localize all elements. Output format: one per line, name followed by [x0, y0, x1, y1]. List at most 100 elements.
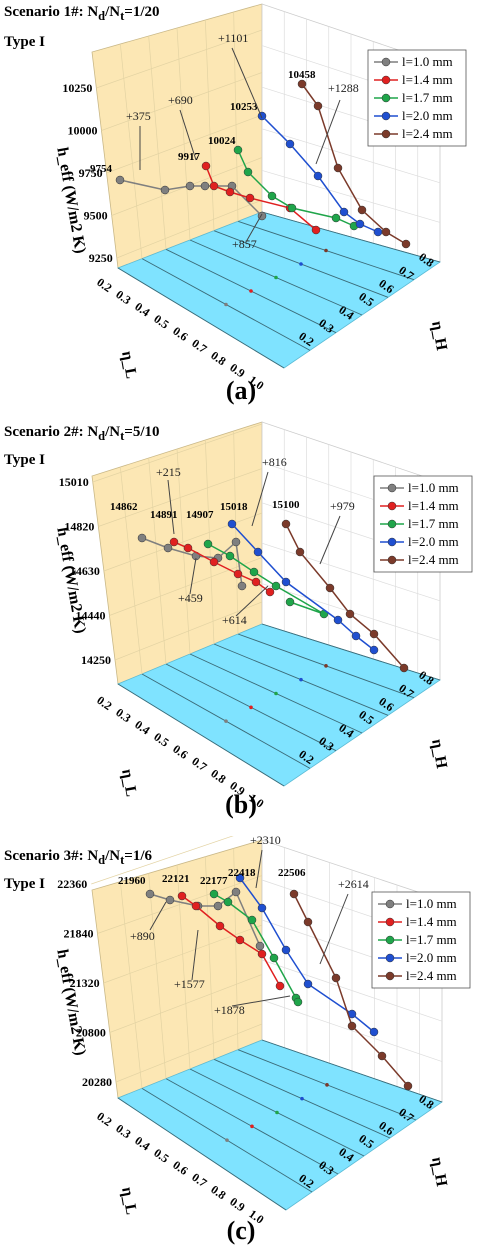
- floor-projection-dot: [324, 248, 328, 253]
- series-point: [243, 167, 253, 177]
- chart-panel-a: 9250 9500 9750 10000 10250 0.2 0.3 0.4 0.5 0.6 0.7…: [0, 0, 482, 415]
- increment-label: +979: [330, 499, 355, 513]
- series-point: [203, 539, 213, 549]
- wall-grid-line: [148, 457, 167, 665]
- series-point: [381, 227, 391, 237]
- series-point: [403, 1081, 413, 1091]
- side-grid-line: [261, 999, 443, 1062]
- series-point: [137, 533, 147, 543]
- legend-marker: [385, 899, 395, 909]
- series-point: [235, 873, 245, 883]
- floor-projection-dot: [300, 1096, 304, 1101]
- series-point: [347, 1021, 357, 1031]
- x-tick-label: 0.3: [113, 705, 133, 725]
- increment-leader-line: [245, 213, 263, 243]
- y-tick-label: 14630: [70, 564, 100, 578]
- wall-grid-line: [91, 836, 234, 885]
- max-value-label: 21960: [118, 875, 146, 887]
- increment-leader-line: [319, 515, 341, 565]
- legend-marker: [381, 75, 391, 85]
- x-tick-label: 0.4: [132, 299, 152, 319]
- legend-marker: [381, 129, 391, 139]
- wall-grid-line: [233, 11, 239, 222]
- max-value-label: 14891: [150, 509, 178, 521]
- series-point: [401, 239, 411, 249]
- panel-a-type: Type I: [4, 34, 45, 50]
- chart-svg-b: 14250 14440 14630 14820 15010 0.20.30.40.50.6…: [59, 421, 473, 811]
- increment-leader-line: [235, 585, 269, 617]
- series-point: [163, 543, 173, 553]
- y-tick-label: 22360: [57, 877, 87, 891]
- panel-c-type: Type I: [4, 876, 45, 892]
- increment-label: +1577: [174, 977, 205, 991]
- series-point: [333, 163, 343, 173]
- x-tick-label: 0.2: [94, 275, 114, 295]
- series-point: [255, 941, 265, 951]
- x-tick-label: 0.6: [170, 742, 190, 762]
- panel-a-title: Scenario 1#: Nd/Nt=1/20: [4, 4, 160, 23]
- increment-leader-line: [319, 893, 349, 965]
- series-point: [253, 547, 263, 557]
- series-line-5: [285, 523, 405, 669]
- max-value-label: 9917: [178, 151, 201, 163]
- floor-projection-dot: [249, 289, 253, 293]
- panel-b-title: Scenario 2#: Nd/Nt=5/10: [4, 424, 160, 443]
- x-tick-label: 0.5: [151, 730, 171, 750]
- series-point: [225, 187, 235, 197]
- max-value-label: 22177: [200, 875, 228, 887]
- increment-leader-line: [315, 99, 341, 165]
- series-point: [281, 945, 291, 955]
- increment-label: +459: [178, 591, 203, 605]
- increment-label: +2614: [338, 877, 369, 891]
- legend-label: l=2.4 mm: [408, 552, 459, 567]
- legend-label: l=1.7 mm: [406, 932, 457, 947]
- side-grid-line: [261, 542, 441, 602]
- floor-projection-dot: [299, 677, 303, 682]
- x-tick-label: 0.6: [170, 1158, 190, 1178]
- y-tick-label: 21320: [70, 976, 100, 990]
- legend-marker: [387, 501, 397, 511]
- legend-label: l=2.0 mm: [408, 534, 459, 549]
- series-point: [289, 889, 299, 899]
- panel-b-type: Type I: [4, 452, 45, 468]
- wall-grid-line: [176, 27, 191, 241]
- wall-grid-line: [119, 43, 143, 259]
- x-tick-label: 0.4: [132, 1133, 152, 1153]
- floor-projection-dot: [275, 1110, 279, 1115]
- series-point: [269, 953, 279, 963]
- legend-label: l=2.4 mm: [406, 968, 457, 983]
- max-value-label: 10458: [288, 69, 316, 81]
- increment-label: +215: [156, 465, 181, 479]
- increment-leader-line: [167, 479, 175, 535]
- wall-grid-line: [204, 856, 215, 1060]
- x-tick-label: 0.5: [151, 312, 171, 332]
- series-point: [160, 185, 170, 195]
- floor-projection-dot: [225, 1138, 229, 1142]
- series-point: [281, 577, 291, 587]
- series-line-5: [293, 893, 409, 1087]
- legend-label: l=1.4 mm: [402, 72, 453, 87]
- x-tick-label: 0.7: [189, 754, 209, 774]
- legend-label: l=2.0 mm: [402, 108, 453, 123]
- series-point: [247, 915, 257, 925]
- increment-label: +1878: [214, 1003, 245, 1017]
- series-point: [271, 581, 281, 591]
- legend-label: l=2.4 mm: [402, 126, 453, 141]
- wall-grid-line: [233, 848, 239, 1050]
- y-tick-label: 14820: [64, 520, 94, 534]
- series-point: [191, 901, 201, 911]
- legend-label: l=1.7 mm: [408, 516, 459, 531]
- y-tick-label: 20280: [82, 1075, 112, 1089]
- series-point: [231, 537, 241, 547]
- legend-marker: [385, 953, 395, 963]
- legend-label: l=1.0 mm: [402, 54, 453, 69]
- x-tick-label: 0.4: [132, 717, 152, 737]
- side-grid-line: [261, 170, 441, 223]
- max-value-label: 22418: [228, 867, 256, 879]
- series-point: [281, 519, 291, 529]
- series-point: [331, 213, 341, 223]
- series-point: [245, 193, 255, 203]
- legend-label: l=1.0 mm: [406, 896, 457, 911]
- series-point: [185, 181, 195, 191]
- increment-label: +1101: [218, 31, 248, 45]
